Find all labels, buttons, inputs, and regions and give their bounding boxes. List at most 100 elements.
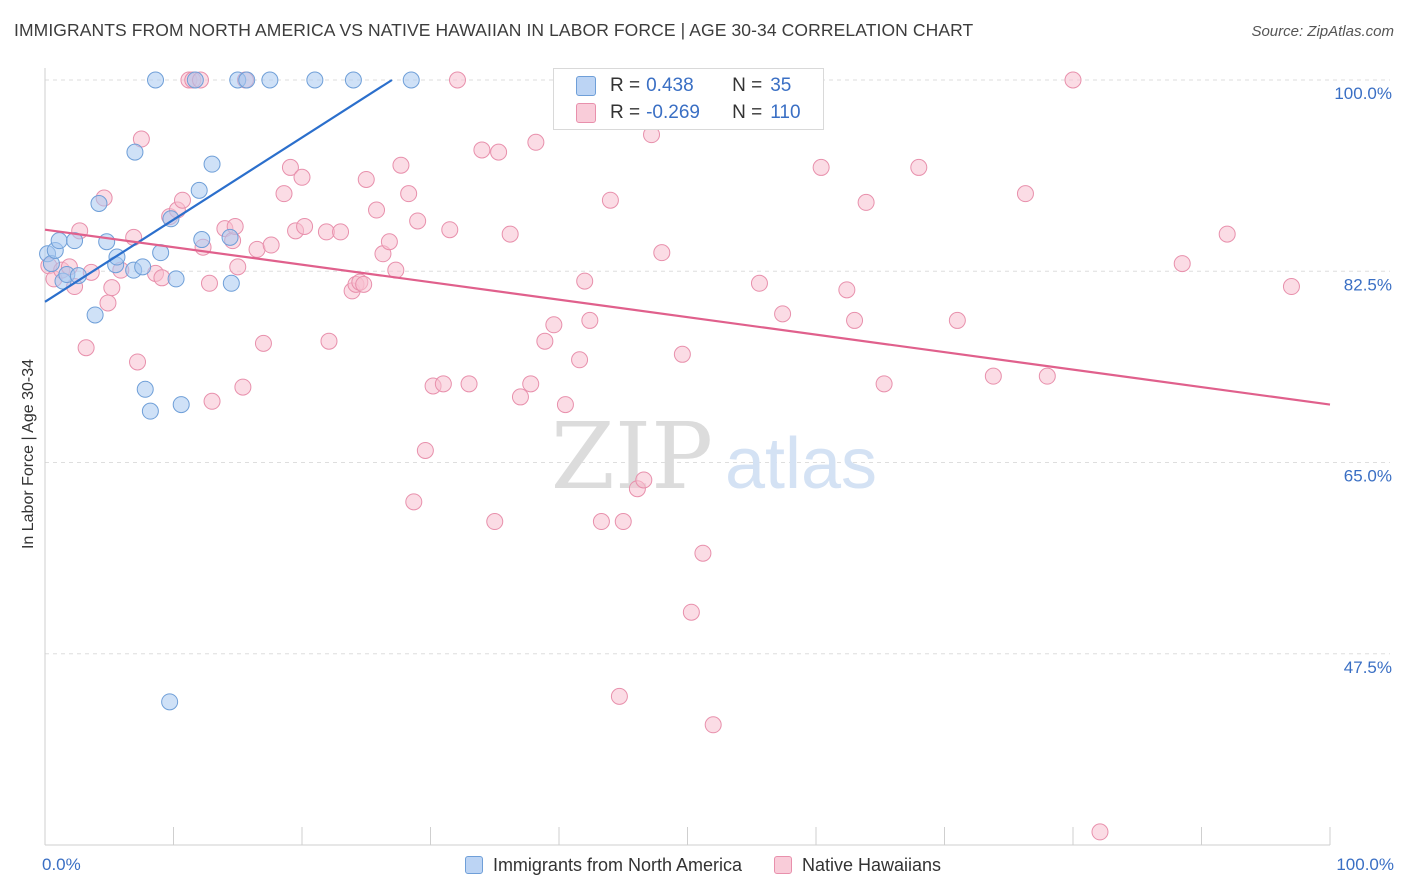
axes [44, 68, 1331, 846]
y-tick-label: 82.5% [1344, 275, 1392, 294]
point-hawaiians [527, 133, 545, 151]
point-hawaiians [1218, 225, 1236, 243]
trend-lines [44, 79, 1331, 406]
point-immigrants [186, 71, 204, 89]
tick-labels: 47.5% 65.0% 82.5% 100.0% 0.0% 100.0% [42, 84, 1394, 874]
point-immigrants [86, 306, 104, 324]
point-hawaiians [368, 201, 386, 219]
point-hawaiians [610, 687, 628, 705]
point-hawaiians [203, 392, 221, 410]
legend-swatch-blue [464, 856, 483, 874]
stats-r-value: -0.269 [646, 102, 700, 123]
point-hawaiians [320, 332, 338, 350]
point-immigrants [98, 233, 116, 251]
point-hawaiians [571, 351, 589, 369]
point-immigrants [134, 258, 152, 276]
bottom-legend: Immigrants from North America Native Haw… [0, 852, 1406, 878]
point-hawaiians [490, 143, 508, 161]
chart-title: IMMIGRANTS FROM NORTH AMERICA VS NATIVE … [14, 20, 974, 40]
point-hawaiians [234, 378, 252, 396]
point-hawaiians [704, 716, 722, 734]
y-tick-label: 65.0% [1344, 467, 1392, 486]
stats-n-value: 110 [770, 102, 801, 123]
point-immigrants [167, 270, 185, 288]
point-immigrants [222, 274, 240, 292]
point-hawaiians [486, 513, 504, 531]
point-hawaiians [1173, 255, 1191, 273]
point-hawaiians [153, 269, 171, 287]
point-hawaiians [400, 185, 418, 203]
stats-r-label: R = [610, 102, 641, 123]
point-immigrants [161, 693, 179, 711]
point-hawaiians [99, 294, 117, 312]
point-hawaiians [275, 185, 293, 203]
point-hawaiians [357, 170, 375, 188]
point-hawaiians [200, 274, 218, 292]
point-hawaiians [774, 305, 792, 323]
point-hawaiians [750, 274, 768, 292]
point-hawaiians [1038, 367, 1056, 385]
point-hawaiians [1064, 71, 1082, 89]
point-hawaiians [392, 156, 410, 174]
stats-n-label: N = [732, 102, 763, 123]
point-hawaiians [653, 244, 671, 262]
point-hawaiians [460, 375, 478, 393]
point-hawaiians [229, 258, 247, 276]
point-hawaiians [511, 388, 529, 406]
point-hawaiians [581, 311, 599, 329]
point-hawaiians [409, 212, 427, 230]
trend-line-hawaiians [44, 228, 1331, 406]
legend-label: Native Hawaiians [802, 854, 942, 875]
point-hawaiians [416, 441, 434, 459]
point-hawaiians [838, 281, 856, 299]
point-immigrants [90, 194, 108, 212]
point-hawaiians [405, 493, 423, 511]
point-hawaiians [694, 544, 712, 562]
point-hawaiians [173, 191, 191, 209]
point-immigrants [136, 380, 154, 398]
stats-r-label: R = [610, 75, 641, 96]
legend-swatch-pink [774, 856, 792, 874]
point-immigrants [402, 71, 420, 89]
point-immigrants [126, 143, 144, 161]
point-hawaiians [281, 158, 299, 176]
stats-row-immigrants: R = 0.438 N = 35 [576, 73, 791, 99]
point-immigrants [193, 231, 211, 249]
point-hawaiians [1282, 278, 1300, 296]
gridlines [45, 79, 1390, 655]
point-hawaiians [1016, 185, 1034, 203]
point-hawaiians [673, 345, 691, 363]
x-tick-label-min: 0.0% [42, 855, 81, 874]
point-hawaiians [473, 141, 491, 159]
point-immigrants [190, 181, 208, 199]
legend-item-hawaiians[interactable]: Native Hawaiians [774, 855, 941, 876]
point-hawaiians [682, 603, 700, 621]
point-hawaiians [296, 217, 314, 235]
point-hawaiians [448, 71, 466, 89]
point-immigrants [221, 228, 239, 246]
point-hawaiians [635, 471, 653, 489]
point-hawaiians [248, 240, 266, 258]
zipatlas-watermark: ZIP atlas [551, 403, 877, 510]
point-immigrants [238, 71, 256, 89]
legend-label: Immigrants from North America [492, 854, 742, 875]
y-tick-label: 100.0% [1334, 84, 1392, 103]
stats-swatch-blue [576, 76, 596, 96]
point-hawaiians [875, 375, 893, 393]
point-hawaiians [601, 191, 619, 209]
point-hawaiians [556, 396, 574, 414]
stats-swatch-pink [576, 103, 596, 123]
point-hawaiians [501, 225, 519, 243]
legend-item-immigrants[interactable]: Immigrants from North America [464, 854, 742, 876]
stats-n-value: 35 [770, 75, 792, 96]
point-hawaiians [317, 223, 335, 241]
point-hawaiians [576, 272, 594, 290]
point-hawaiians [441, 221, 459, 239]
point-hawaiians [812, 158, 830, 176]
point-hawaiians [129, 353, 147, 371]
x-tick-label-max: 100.0% [1336, 855, 1394, 874]
point-hawaiians [332, 223, 350, 241]
point-hawaiians [857, 193, 875, 211]
source-credit: Source: ZipAtlas.com [1251, 23, 1394, 40]
y-tick-label: 47.5% [1344, 658, 1392, 677]
